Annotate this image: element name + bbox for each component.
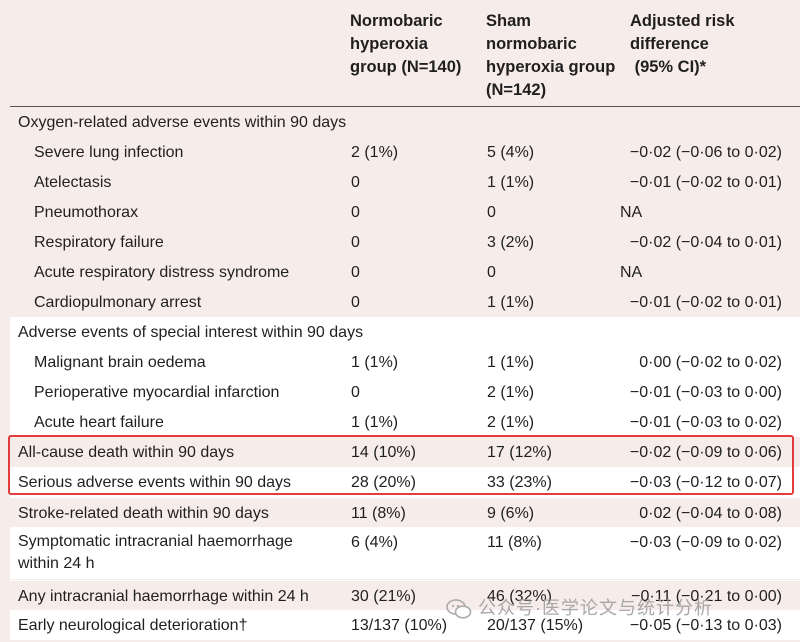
cell-risk-difference: −0·03 (−0·12 to 0·07) bbox=[629, 474, 782, 491]
cell-sham: 46 (32%) bbox=[487, 588, 552, 605]
cell-normobaric: 13/137 (10%) bbox=[351, 617, 448, 634]
row-label: Acute respiratory distress syndrome bbox=[34, 264, 290, 281]
cell-risk-difference: 0·00 (−0·02 to 0·02) bbox=[639, 354, 782, 371]
cell-normobaric: 30 (21%) bbox=[351, 588, 416, 605]
row-label: Malignant brain oedema bbox=[34, 354, 206, 371]
cell-normobaric: 14 (10%) bbox=[351, 444, 416, 461]
cell-sham: 5 (4%) bbox=[487, 144, 535, 161]
cell-normobaric: 28 (20%) bbox=[351, 474, 416, 491]
table-row: Atelectasis 0 1 (1%) −0·01 (−0·02 to 0·0… bbox=[10, 167, 800, 197]
table-row: Respiratory failure 0 3 (2%) −0·02 (−0·0… bbox=[10, 227, 800, 257]
table-row: Stroke-related death within 90 days 11 (… bbox=[10, 497, 800, 527]
row-label: Symptomatic intracranial haemorrhage wit… bbox=[18, 533, 293, 572]
header-line: normobaric bbox=[486, 35, 577, 53]
header-line: Adjusted risk bbox=[630, 12, 735, 30]
table-row: Acute respiratory distress syndrome 0 0 … bbox=[10, 257, 800, 287]
watermark-text: 公众号·医学论文与统计分析 bbox=[478, 598, 713, 618]
row-label: Serious adverse events within 90 days bbox=[18, 474, 292, 491]
header-sham: Sham normobaric hyperoxia group (N=142) bbox=[486, 10, 615, 102]
row-label: Oxygen-related adverse events within 90 … bbox=[18, 114, 347, 131]
cell-sham: 2 (1%) bbox=[487, 414, 535, 431]
row-label: Cardiopulmonary arrest bbox=[34, 294, 202, 311]
cell-risk-difference: −0·01 (−0·03 to 0·02) bbox=[629, 414, 782, 431]
cell-risk-difference: NA bbox=[620, 264, 643, 281]
table-row: Perioperative myocardial infarction 0 2 … bbox=[10, 377, 800, 407]
cell-normobaric: 0 bbox=[351, 204, 360, 221]
cell-sham: 17 (12%) bbox=[487, 444, 552, 461]
header-risk-difference: Adjusted risk difference (95% CI)* bbox=[630, 10, 735, 79]
row-label: Any intracranial haemorrhage within 24 h bbox=[18, 588, 309, 605]
header-line: hyperoxia bbox=[350, 35, 428, 53]
cell-normobaric: 0 bbox=[351, 264, 360, 281]
cell-normobaric: 0 bbox=[351, 174, 360, 191]
header-line: Normobaric bbox=[350, 12, 443, 30]
table-row: All-cause death within 90 days 14 (10%) … bbox=[10, 437, 800, 467]
row-label: Acute heart failure bbox=[34, 414, 164, 431]
wechat-icon bbox=[446, 599, 472, 619]
cell-risk-difference: −0·01 (−0·03 to 0·00) bbox=[629, 384, 782, 401]
row-label: Severe lung infection bbox=[34, 144, 184, 161]
table-row: Oxygen-related adverse events within 90 … bbox=[10, 107, 800, 137]
cell-sham: 9 (6%) bbox=[487, 505, 535, 522]
row-label: Respiratory failure bbox=[34, 234, 164, 251]
header-normobaric: Normobaric hyperoxia group (N=140) bbox=[350, 10, 461, 79]
cell-sham: 0 bbox=[487, 264, 496, 281]
header-line: hyperoxia group bbox=[486, 58, 616, 76]
cell-risk-difference: −0·03 (−0·09 to 0·02) bbox=[629, 534, 782, 551]
table-row: Acute heart failure 1 (1%) 2 (1%) −0·01 … bbox=[10, 407, 800, 437]
table-row: Pneumothorax 0 0 NA bbox=[10, 197, 800, 227]
cell-risk-difference: −0·01 (−0·02 to 0·01) bbox=[629, 174, 782, 191]
cell-risk-difference: −0·11 (−0·21 to 0·00) bbox=[631, 588, 782, 605]
row-label: Atelectasis bbox=[34, 174, 112, 191]
table-row: Symptomatic intracranial haemorrhage wit… bbox=[10, 527, 800, 579]
row-label: Perioperative myocardial infarction bbox=[34, 384, 280, 401]
cell-sham: 20/137 (15%) bbox=[487, 617, 584, 634]
table-row: Adverse events of special interest withi… bbox=[10, 317, 800, 347]
table-row: Any intracranial haemorrhage within 24 h… bbox=[10, 580, 800, 610]
cell-sham: 1 (1%) bbox=[487, 354, 535, 371]
cell-sham: 11 (8%) bbox=[487, 534, 542, 551]
row-label: All-cause death within 90 days bbox=[18, 444, 235, 461]
cell-risk-difference: NA bbox=[620, 204, 643, 221]
cell-normobaric: 11 (8%) bbox=[351, 505, 406, 522]
cell-risk-difference: −0·02 (−0·06 to 0·02) bbox=[629, 144, 782, 161]
cell-risk-difference: −0·02 (−0·09 to 0·06) bbox=[629, 444, 782, 461]
row-label: Pneumothorax bbox=[34, 204, 139, 221]
cell-normobaric: 0 bbox=[351, 234, 360, 251]
header-rule bbox=[10, 106, 800, 107]
cell-risk-difference: −0·02 (−0·04 to 0·01) bbox=[629, 234, 782, 251]
highlight-box bbox=[8, 435, 794, 495]
row-label: Adverse events of special interest withi… bbox=[18, 324, 364, 341]
header-line: (N=142) bbox=[486, 81, 547, 99]
cell-normobaric: 6 (4%) bbox=[351, 534, 399, 551]
cell-risk-difference: −0·05 (−0·13 to 0·03) bbox=[629, 617, 782, 634]
watermark: 公众号·医学论文与统计分析 bbox=[446, 594, 713, 620]
table-row: Serious adverse events within 90 days 28… bbox=[10, 467, 800, 497]
table-header: Normobaric hyperoxia group (N=140) Sham … bbox=[0, 0, 800, 107]
cell-sham: 2 (1%) bbox=[487, 384, 535, 401]
header-line: Sham bbox=[486, 12, 531, 30]
header-line: difference bbox=[630, 35, 709, 53]
cell-sham: 33 (23%) bbox=[487, 474, 552, 491]
cell-normobaric: 0 bbox=[351, 294, 360, 311]
cell-normobaric: 0 bbox=[351, 384, 360, 401]
row-label: Stroke-related death within 90 days bbox=[18, 505, 269, 522]
cell-risk-difference: 0·02 (−0·04 to 0·08) bbox=[639, 505, 782, 522]
cell-sham: 3 (2%) bbox=[487, 234, 535, 251]
cell-sham: 1 (1%) bbox=[487, 294, 535, 311]
cell-sham: 0 bbox=[487, 204, 496, 221]
header-line: group (N=140) bbox=[350, 58, 462, 76]
cell-normobaric: 2 (1%) bbox=[351, 144, 399, 161]
table-row: Malignant brain oedema 1 (1%) 1 (1%) 0·0… bbox=[10, 347, 800, 377]
header-line: (95% CI)* bbox=[630, 58, 707, 76]
cell-risk-difference: −0·01 (−0·02 to 0·01) bbox=[629, 294, 782, 311]
cell-normobaric: 1 (1%) bbox=[351, 414, 399, 431]
cell-sham: 1 (1%) bbox=[487, 174, 535, 191]
cell-normobaric: 1 (1%) bbox=[351, 354, 399, 371]
table-row: Severe lung infection 2 (1%) 5 (4%) −0·0… bbox=[10, 137, 800, 167]
table-row: Cardiopulmonary arrest 0 1 (1%) −0·01 (−… bbox=[10, 287, 800, 317]
row-label: Early neurological deterioration† bbox=[18, 617, 248, 634]
table-row: Early neurological deterioration† 13/137… bbox=[10, 610, 800, 640]
